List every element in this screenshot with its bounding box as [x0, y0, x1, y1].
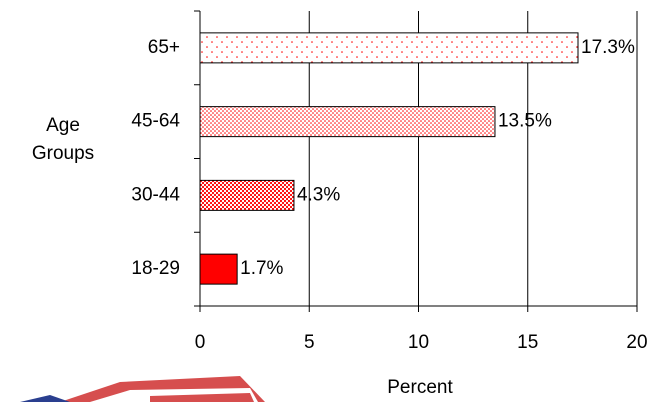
- value-label: 17.3%: [581, 37, 635, 58]
- x-axis-label: Percent: [387, 377, 453, 398]
- page: Percent 0 5 10 15 20 18-29 1.7% 30-44 4.3% 45-64 1…: [0, 0, 663, 402]
- x-tick-label: 15: [517, 332, 538, 353]
- y-tick-label: 30-44: [131, 184, 180, 205]
- bar: [200, 33, 578, 63]
- x-tick-label: 0: [195, 332, 206, 353]
- value-label: 4.3%: [297, 184, 340, 205]
- y-tick-label: 45-64: [131, 111, 180, 132]
- x-tick-label: 10: [408, 332, 429, 353]
- x-tick-label: 20: [626, 332, 647, 353]
- bar: [200, 254, 237, 284]
- y-axis-label: Age Groups: [18, 112, 108, 168]
- chart: Percent 0 5 10 15 20 18-29 1.7% 30-44 4.3% 45-64 1…: [0, 0, 663, 402]
- bar: [200, 180, 294, 210]
- value-label: 1.7%: [240, 258, 283, 279]
- bar: [200, 107, 495, 137]
- y-tick-label: 18-29: [131, 258, 180, 279]
- value-label: 13.5%: [498, 111, 552, 132]
- x-tick-label: 5: [304, 332, 315, 353]
- logo: [20, 376, 265, 402]
- y-tick-label: 65+: [148, 37, 180, 58]
